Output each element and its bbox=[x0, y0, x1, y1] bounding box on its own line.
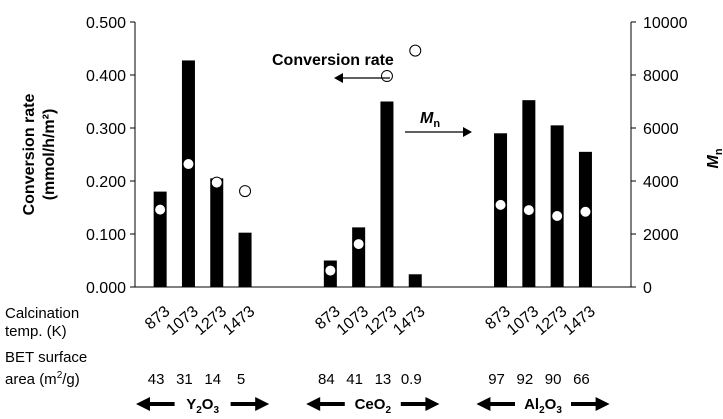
conversion-rate-annotation: Conversion rate bbox=[272, 52, 394, 69]
bet-value-label: 66 bbox=[573, 371, 590, 388]
group-label-sub: 2 bbox=[196, 405, 202, 414]
marker-conversion-rate bbox=[210, 176, 223, 189]
group-arrow-right-head bbox=[425, 397, 440, 411]
markers bbox=[154, 44, 592, 277]
bar-mn bbox=[352, 227, 366, 287]
bet-value-label: 84 bbox=[318, 371, 335, 388]
bet-value-label: 14 bbox=[204, 371, 221, 388]
right-tick-label: 10000 bbox=[643, 15, 688, 32]
conversion-arrow-head bbox=[334, 73, 343, 83]
bet-value-label: 31 bbox=[176, 371, 193, 388]
bet-label-sup: 2 bbox=[57, 370, 63, 381]
right-axis-title: Mn bbox=[705, 148, 723, 168]
bet-value-label: 5 bbox=[237, 371, 245, 388]
axes: 0.000 0.100 0.200 0.300 0.400 0.500 0 2000 4000 6… bbox=[21, 15, 723, 297]
bet-value-label: 43 bbox=[148, 371, 165, 388]
group-label-sub2: 3 bbox=[556, 405, 562, 414]
marker-conversion-rate bbox=[324, 264, 337, 277]
right-tick-label: 6000 bbox=[643, 121, 679, 138]
left-axis-title: Conversion rate bbox=[21, 93, 38, 215]
group-arrow-right-head bbox=[595, 397, 610, 411]
group-label-sub2: 3 bbox=[213, 405, 219, 414]
calcination-temp-label: 1273 bbox=[362, 303, 400, 339]
calcination-label-line2: temp. (K) bbox=[5, 323, 67, 340]
marker-conversion-rate bbox=[494, 198, 507, 211]
bar-mn bbox=[153, 191, 167, 287]
mn-annotation: Mn bbox=[420, 110, 440, 130]
group-label: CeO2 bbox=[355, 396, 392, 414]
right-tick-label: 4000 bbox=[643, 174, 679, 191]
bet-value-label: 92 bbox=[517, 371, 534, 388]
left-tick-label: 0.200 bbox=[86, 174, 126, 191]
bet-label-line1: BET surface bbox=[5, 349, 87, 366]
mn-arrow-head bbox=[463, 127, 472, 137]
bar-mn bbox=[578, 151, 592, 287]
left-tick-label: 0.500 bbox=[86, 15, 126, 32]
marker-conversion-rate bbox=[522, 204, 535, 217]
group-label: Al2O3 bbox=[524, 396, 562, 414]
calcination-temp-label: 1473 bbox=[390, 303, 428, 339]
left-tick-label: 0.100 bbox=[86, 227, 126, 244]
marker-conversion-rate bbox=[352, 238, 365, 251]
bar-mn bbox=[550, 125, 564, 287]
group-label-part2: O bbox=[202, 396, 214, 413]
calcination-temp-label: 1273 bbox=[192, 303, 230, 339]
group-arrow-right-head bbox=[255, 397, 270, 411]
calcination-temp-label: 1073 bbox=[504, 303, 542, 339]
group-label-part2: O bbox=[545, 396, 557, 413]
bar-mn bbox=[238, 232, 252, 287]
bars bbox=[153, 60, 592, 287]
right-tick-label: 0 bbox=[643, 280, 652, 297]
calcination-label-line1: Calcination bbox=[5, 305, 79, 322]
right-tick-label: 8000 bbox=[643, 68, 679, 85]
group-label-part: Al bbox=[524, 396, 539, 413]
marker-conversion-rate bbox=[380, 70, 393, 83]
bet-label-rest: /g) bbox=[62, 371, 80, 388]
bet-value-label: 41 bbox=[346, 371, 363, 388]
group-label-part: CeO bbox=[355, 396, 386, 413]
bar-mn bbox=[408, 274, 422, 287]
bar-mn bbox=[380, 101, 394, 287]
right-axis-title-sub: n bbox=[713, 148, 723, 155]
left-tick-label: 0.000 bbox=[86, 280, 126, 297]
bet-value-label: 97 bbox=[488, 371, 505, 388]
bar-mn bbox=[210, 178, 224, 287]
left-tick-label: 0.300 bbox=[86, 121, 126, 138]
marker-conversion-rate bbox=[154, 203, 167, 216]
marker-conversion-rate bbox=[182, 158, 195, 171]
right-tick-label: 2000 bbox=[643, 227, 679, 244]
group-label-sub: 2 bbox=[385, 405, 391, 414]
group-label: Y2O3 bbox=[186, 396, 219, 414]
marker-conversion-rate bbox=[409, 44, 422, 57]
calcination-temp-label: 1073 bbox=[334, 303, 372, 339]
marker-conversion-rate bbox=[579, 205, 592, 218]
group-arrow-left-head bbox=[476, 397, 491, 411]
bar-mn bbox=[522, 100, 536, 287]
group-arrow-left-head bbox=[306, 397, 321, 411]
bet-value-label: 90 bbox=[545, 371, 562, 388]
group-label-sub: 2 bbox=[539, 405, 545, 414]
group-arrow-left-head bbox=[136, 397, 150, 411]
bar-mn bbox=[181, 60, 195, 287]
bet-label-line2: area (m2/g) bbox=[5, 370, 80, 388]
left-tick-label: 0.400 bbox=[86, 68, 126, 85]
left-axis-unit: (mmol/h/m²) bbox=[41, 109, 58, 201]
bet-value-label: 0.9 bbox=[401, 371, 422, 388]
annotations: Conversion rate Mn bbox=[272, 52, 472, 137]
calcination-temp-label: 1273 bbox=[532, 303, 570, 339]
calcination-temp-label: 1473 bbox=[561, 303, 599, 339]
marker-conversion-rate bbox=[239, 185, 252, 198]
marker-conversion-rate bbox=[551, 209, 564, 222]
calcination-temp-label: 1073 bbox=[164, 303, 202, 339]
bet-value-label: 13 bbox=[375, 371, 392, 388]
mn-annotation-sub: n bbox=[433, 118, 440, 130]
calcination-temp-label: 1473 bbox=[220, 303, 258, 339]
group-label-part: Y bbox=[186, 396, 196, 413]
